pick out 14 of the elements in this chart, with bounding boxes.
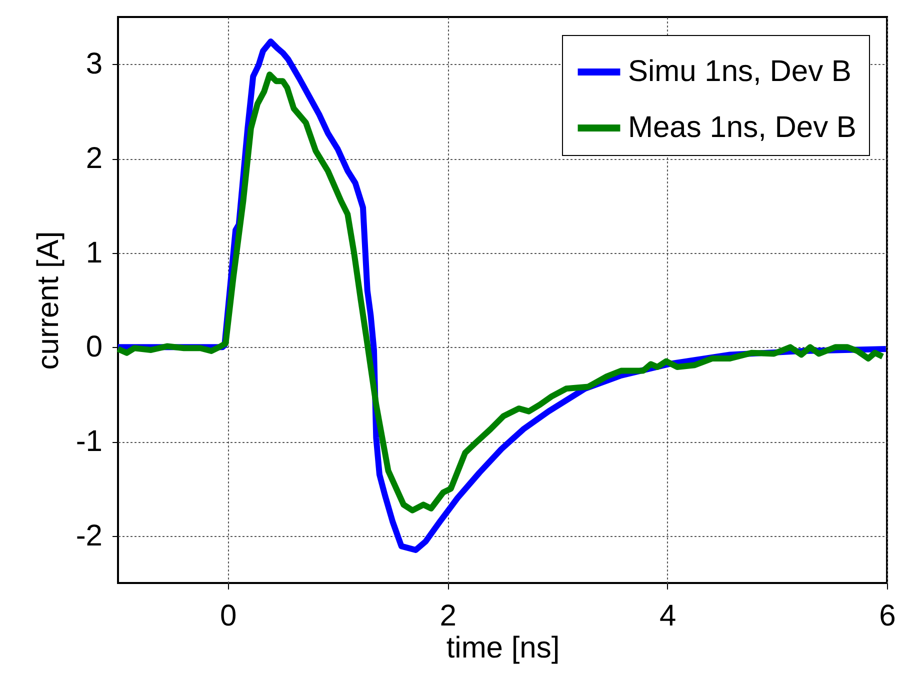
x-tick-label: 0 — [220, 600, 237, 632]
y-tick-label: 2 — [86, 142, 102, 175]
legend-label: Simu 1ns, Dev B — [628, 55, 852, 88]
y-axis-title: current [A] — [32, 231, 65, 370]
y-tick-label: 0 — [86, 330, 102, 364]
x-tick-label: 2 — [440, 600, 456, 632]
x-tick-label: 6 — [879, 600, 896, 632]
x-axis-title: time [ns] — [446, 632, 560, 664]
y-tick-label: -2 — [76, 519, 102, 552]
y-tick-label: 3 — [86, 48, 102, 81]
x-tick-label: 4 — [659, 600, 676, 632]
legend-label: Meas 1ns, Dev B — [628, 111, 856, 144]
y-tick-label: -1 — [76, 425, 102, 458]
y-tick-label: 1 — [86, 236, 102, 270]
